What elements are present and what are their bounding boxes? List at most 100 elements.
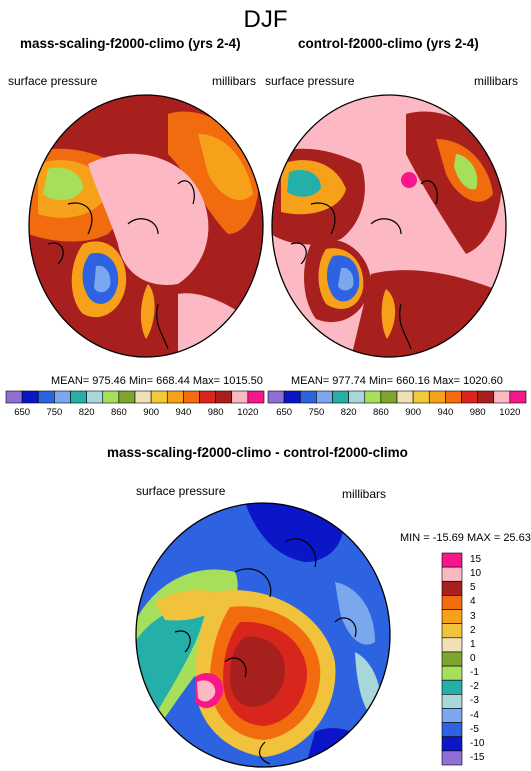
diff-colorbar-label: 2 <box>470 624 476 636</box>
panel2-colorbar-tick-label: 1020 <box>499 407 521 418</box>
diff-colorbar-label: -5 <box>470 723 479 735</box>
panel1-colorbar-swatch <box>215 390 233 404</box>
panel1-stats: MEAN= 975.46 Min= 668.44 Max= 1015.50 <box>51 375 263 387</box>
panel1-polar-map <box>28 94 264 358</box>
diff-colorbar-swatch <box>441 580 463 596</box>
panel1-colorbar-swatch <box>118 390 136 404</box>
panel1-colorbar-tick-label: 750 <box>46 407 63 418</box>
panel2-title: control-f2000-climo (yrs 2-4) <box>298 36 479 51</box>
panel2-colorbar-swatch <box>493 390 511 404</box>
panel1-colorbar-tick-label: 940 <box>175 407 192 418</box>
panel1-colorbar-tick-label: 860 <box>110 407 127 418</box>
panel1-colorbar-swatch <box>150 390 168 404</box>
diff-title: mass-scaling-f2000-climo - control-f2000… <box>107 445 408 460</box>
panel2-colorbar-swatch <box>396 390 414 404</box>
panel2-colorbar-tick-label: 860 <box>372 407 389 418</box>
diff-colorbar-label: 5 <box>470 582 476 594</box>
panel2-colorbar-swatch <box>445 390 462 404</box>
diff-colorbar-swatch <box>441 623 463 639</box>
panel2-colorbar-swatch <box>428 390 446 404</box>
panel1-colorbar-swatch <box>231 390 249 404</box>
panel2-colorbar-tick-label: 900 <box>405 407 422 418</box>
season-title: DJF <box>243 6 288 33</box>
panel2-colorbar-swatch <box>412 390 430 404</box>
panel1-colorbar-swatch <box>86 390 104 404</box>
panel2-colorbar-tick-label: 820 <box>340 407 357 418</box>
diff-colorbar-swatch <box>441 595 463 610</box>
panel2-colorbar-tick-label: 750 <box>308 407 325 418</box>
diff-colorbar-label: -2 <box>470 681 479 693</box>
panel2-units-label: millibars <box>474 74 519 88</box>
panel2-polar-map <box>271 94 507 358</box>
diff-stats: MIN = -15.69 MAX = 25.63 <box>400 532 531 544</box>
panel1-colorbar-ticks: 650 750 820 860 900 940 980 1020 <box>6 407 264 421</box>
diff-colorbar-label: 1 <box>470 638 476 650</box>
diff-colorbar-label: -1 <box>470 667 479 679</box>
panel1-colorbar-swatch <box>134 390 152 404</box>
panel2-colorbar-swatch <box>283 390 301 404</box>
diff-colorbar-label: 15 <box>470 554 482 566</box>
panel2-colorbar-swatch <box>267 390 285 404</box>
diff-variable-label: surface pressure <box>136 484 226 498</box>
panel1-colorbar-swatch <box>102 390 120 404</box>
panel1-colorbar-tick-label: 980 <box>207 407 224 418</box>
panel2-colorbar-ticks: 650 750 820 860 900 940 980 1020 <box>268 407 526 421</box>
diff-colorbar-label: 10 <box>470 568 482 580</box>
panel2-colorbar-swatch <box>477 390 495 404</box>
diff-colorbar-label: 3 <box>470 610 476 622</box>
panel2-colorbar-swatch <box>299 390 317 404</box>
panel1-units-label: millibars <box>212 74 257 88</box>
diff-colorbar-swatch <box>441 750 463 766</box>
panel1-colorbar-swatch <box>247 390 265 404</box>
panel2-stats: MEAN= 977.74 Min= 660.16 Max= 1020.60 <box>291 375 503 387</box>
panel1-colorbar-swatch <box>70 390 87 404</box>
panel1-title: mass-scaling-f2000-climo (yrs 2-4) <box>20 36 241 51</box>
diff-colorbar-swatch <box>441 708 463 723</box>
panel1-colorbar-tick-label: 900 <box>143 407 160 418</box>
panel1-colorbar-swatch <box>5 390 23 404</box>
panel1-colorbar-tick-label: 820 <box>78 407 95 418</box>
panel1-colorbar-swatch <box>37 390 55 404</box>
diff-colorbar-swatch <box>441 736 463 752</box>
diff-colorbar <box>441 552 463 766</box>
diff-colorbar-swatch <box>441 679 463 695</box>
panel2-colorbar <box>267 390 527 404</box>
panel2-colorbar-tick-label: 650 <box>276 407 293 418</box>
diff-colorbar-labels: 15 10 5 4 3 2 1 0 -1 -2 -3 -4 -5 -10 -15 <box>470 553 510 765</box>
panel2-colorbar-tick-label: 940 <box>437 407 454 418</box>
diff-colorbar-swatch <box>441 694 463 709</box>
panel2-colorbar-swatch <box>509 390 527 404</box>
diff-colorbar-label: -3 <box>470 695 479 707</box>
diff-colorbar-swatch <box>441 651 463 667</box>
diff-colorbar-swatch <box>441 552 463 568</box>
diff-polar-map <box>135 502 391 768</box>
diff-colorbar-swatch <box>441 637 463 653</box>
panel2-colorbar-swatch <box>461 390 478 404</box>
panel2-colorbar-swatch <box>364 390 382 404</box>
diff-colorbar-swatch <box>441 566 463 582</box>
diff-units-label: millibars <box>342 487 387 501</box>
panel1-colorbar-swatch <box>54 390 71 404</box>
diff-colorbar-label: -15 <box>470 751 485 763</box>
panel1-colorbar-swatch <box>183 390 200 404</box>
panel1-colorbar-swatch <box>21 390 39 404</box>
panel1-colorbar-swatch <box>199 390 216 404</box>
panel2-variable-label: surface pressure <box>265 74 355 88</box>
panel1-colorbar-swatch <box>166 390 184 404</box>
panel1-colorbar-tick-label: 1020 <box>237 407 259 418</box>
diff-colorbar-swatch <box>441 609 463 624</box>
diff-colorbar-label: 0 <box>470 653 476 664</box>
panel2-colorbar-tick-label: 980 <box>469 407 486 418</box>
panel2-colorbar-swatch <box>316 390 333 404</box>
diff-colorbar-swatch <box>441 722 463 738</box>
panel1-colorbar <box>5 390 265 404</box>
diff-colorbar-label: -4 <box>470 709 479 721</box>
panel2-colorbar-swatch <box>380 390 398 404</box>
diff-colorbar-label: -10 <box>470 737 485 749</box>
panel1-variable-label: surface pressure <box>8 74 98 88</box>
panel1-colorbar-tick-label: 650 <box>14 407 31 418</box>
diff-colorbar-label: 4 <box>470 596 476 608</box>
panel2-colorbar-swatch <box>348 390 366 404</box>
panel2-colorbar-swatch <box>332 390 349 404</box>
diff-colorbar-swatch <box>441 665 463 681</box>
